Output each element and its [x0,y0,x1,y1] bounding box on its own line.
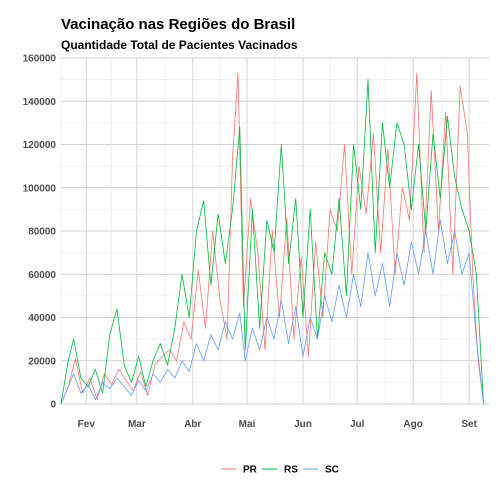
x-tick-label: Set [461,419,477,430]
y-tick-label: 100000 [23,183,57,194]
y-axis-ticks: 0 20000 40000 60000 80000 100000 120000 140000 1… [23,54,57,411]
y-tick-label: 20000 [28,356,56,367]
y-tick-label: 120000 [23,140,57,151]
series-line-rs [60,79,484,405]
chart-subtitle: Quantidade Total de Pacientes Vacinados [61,38,298,52]
x-tick-label: Ago [403,419,422,430]
y-tick-label: 140000 [23,97,57,108]
y-tick-label: 0 [50,400,56,411]
series-layer [60,72,484,405]
x-tick-label: Abr [184,419,201,430]
y-tick-label: 160000 [23,54,57,65]
x-tick-label: Jul [350,419,365,430]
legend: PR RS SC [221,465,339,476]
y-tick-label: 60000 [28,270,56,281]
y-tick-label: 40000 [28,313,56,324]
x-axis-ticks: Fev Mar Abr Mai Jun Jul Ago Set [78,419,478,430]
legend-label-rs: RS [284,465,298,476]
plot-grid [60,57,489,405]
x-tick-label: Jun [294,419,312,430]
legend-label-sc: SC [325,465,339,476]
legend-label-pr: PR [243,465,258,476]
x-tick-label: Mai [239,419,256,430]
chart-title: Vacinação nas Regiões do Brasil [61,16,295,33]
y-tick-label: 80000 [28,227,56,238]
series-line-sc [60,219,484,405]
x-tick-label: Fev [78,419,96,430]
x-tick-label: Mar [128,419,146,430]
